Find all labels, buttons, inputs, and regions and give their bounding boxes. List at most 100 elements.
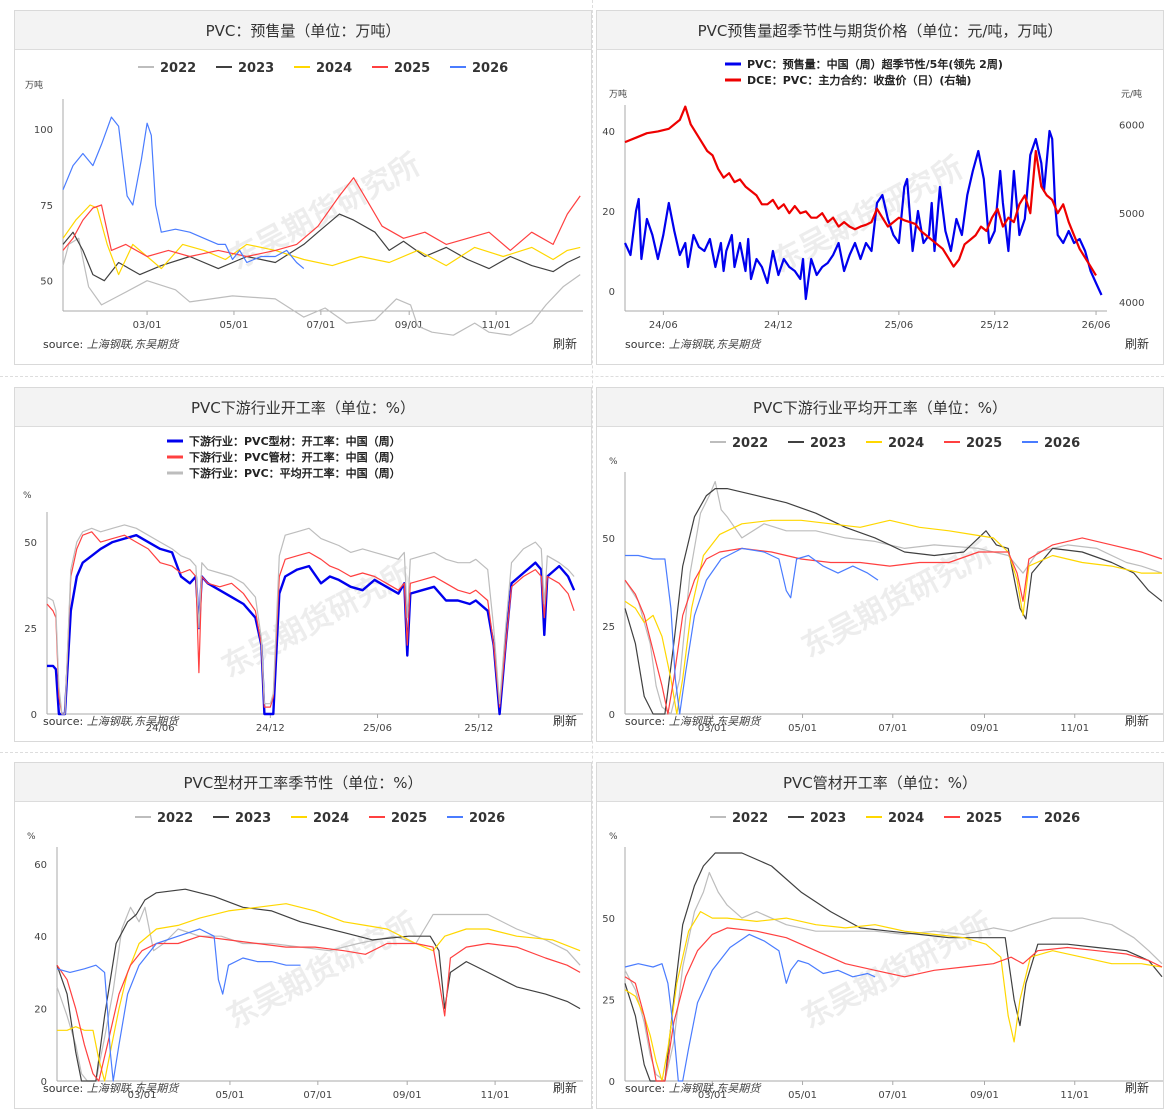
- x-tick-label: 24/06: [146, 723, 175, 734]
- series-line: [62, 204, 581, 276]
- x-tick-label: 09/01: [393, 1090, 422, 1101]
- chart-title: PVC型材开工率季节性（单位：%）: [15, 763, 591, 802]
- chart-panel: PVC型材开工率季节性（单位：%） % 0 20 40 60 03/01 05/01 07/0…: [14, 762, 592, 1109]
- chart-svg: 万吨 元/吨 0 20 40 4000 5000 6000 24/06 24/12 25/06 25/…: [602, 57, 1144, 331]
- y-tick-label: 0: [41, 1077, 47, 1088]
- y-tick-label-right: 5000: [1119, 209, 1144, 220]
- x-tick-label: 07/01: [306, 320, 335, 331]
- legend-label: 2023: [810, 436, 846, 451]
- x-tick-label: 25/06: [363, 723, 392, 734]
- series-line: [56, 906, 581, 1082]
- legend-label: 下游行业：PVC管材：开工率：中国（周）: [189, 450, 401, 464]
- y-tick-label: 0: [609, 287, 615, 298]
- x-tick-label: 05/01: [788, 1090, 817, 1101]
- series-line: [624, 911, 1163, 1082]
- x-tick-label: 05/01: [220, 320, 249, 331]
- chart-panel: PVC管材开工率（单位：%） % 0 25 50 03/01 05/01 07/01 09/0…: [596, 762, 1164, 1109]
- x-tick-label: 07/01: [303, 1090, 332, 1101]
- x-tick-label: 24/12: [256, 723, 285, 734]
- chart-svg: % 0 20 40 60 03/01 05/01 07/01 09/01 11/01 东吴期货研究所…: [27, 811, 583, 1101]
- legend-label: 2025: [391, 811, 427, 826]
- y-tick-label: 40: [34, 932, 47, 943]
- y-tick-label: 0: [609, 710, 615, 721]
- chart-title: PVC下游行业平均开工率（单位：%）: [597, 388, 1163, 427]
- refresh-button[interactable]: 刷新: [1124, 1081, 1149, 1095]
- x-tick-label: 11/01: [1060, 1090, 1089, 1101]
- grid-divider: [0, 376, 1164, 377]
- chart-panel: PVC下游行业开工率（单位：%） % 0 25 50 24/06 24/12 25/06 25…: [14, 387, 592, 742]
- x-tick-label: 25/12: [464, 723, 493, 734]
- x-tick-label: 05/01: [216, 1090, 245, 1101]
- source-note: source: 上海钢联,东吴期货: [625, 715, 761, 728]
- y-axis-unit: %: [27, 832, 36, 842]
- x-tick-label: 26/06: [1082, 320, 1111, 331]
- source-note: source: 上海钢联,东吴期货: [625, 1082, 761, 1095]
- y-tick-label-right: 6000: [1119, 120, 1144, 131]
- refresh-button[interactable]: 刷新: [552, 337, 577, 351]
- chart-title: PVC管材开工率（单位：%）: [597, 763, 1163, 802]
- y-tick-label: 25: [24, 624, 37, 635]
- legend-label: 2024: [888, 811, 924, 826]
- x-tick-label: 25/12: [980, 320, 1009, 331]
- series-line: [62, 116, 305, 270]
- legend-label: 2024: [316, 61, 352, 76]
- series-line: [56, 888, 581, 1082]
- x-tick-label: 25/06: [884, 320, 913, 331]
- y-axis-unit: 万吨: [609, 88, 627, 100]
- refresh-button[interactable]: 刷新: [1124, 337, 1149, 351]
- legend-label: 2024: [888, 436, 924, 451]
- legend-label: 下游行业：PVC：平均开工率：中国（周）: [189, 466, 401, 480]
- watermark: 东吴期货研究所: [216, 555, 418, 684]
- series-line: [625, 547, 879, 715]
- y-axis-unit: %: [23, 491, 32, 501]
- legend-label: 2023: [810, 811, 846, 826]
- chart-title: PVC下游行业开工率（单位：%）: [15, 388, 591, 427]
- series-line: [62, 237, 581, 336]
- refresh-button[interactable]: 刷新: [552, 1081, 577, 1095]
- source-note: source: 上海钢联,东吴期货: [43, 338, 179, 351]
- refresh-button[interactable]: 刷新: [552, 714, 577, 728]
- series-line: [56, 928, 301, 1082]
- y-axis-unit: 万吨: [25, 79, 43, 91]
- chart-svg: % 0 25 50 24/06 24/12 25/06 25/12 东吴期货研究所 下游行业：PV…: [23, 434, 583, 734]
- legend-label: 2026: [472, 61, 508, 76]
- legend-label: 2026: [1044, 436, 1080, 451]
- legend-label: 2026: [1044, 811, 1080, 826]
- watermark: 东吴期货研究所: [767, 150, 969, 279]
- x-tick-label: 11/01: [482, 320, 511, 331]
- legend-label: 2026: [469, 811, 505, 826]
- y-tick-label: 50: [24, 538, 37, 549]
- y-axis-unit-right: 元/吨: [1121, 88, 1142, 100]
- x-tick-label: 03/01: [698, 1090, 727, 1101]
- series-line: [624, 927, 1163, 1082]
- y-tick-label: 100: [34, 125, 53, 136]
- legend-label: 2022: [732, 811, 768, 826]
- legend-label: 下游行业：PVC型材：开工率：中国（周）: [189, 434, 401, 448]
- chart-panel: PVC预售量超季节性与期货价格（单位：元/吨，万吨） 万吨 元/吨 0 20 40 400…: [596, 10, 1164, 365]
- legend-label: 2023: [238, 61, 274, 76]
- refresh-button[interactable]: 刷新: [1124, 714, 1149, 728]
- y-axis-unit: %: [609, 457, 618, 467]
- x-tick-label: 09/01: [395, 320, 424, 331]
- series-line: [46, 524, 575, 715]
- series-line: [624, 519, 1162, 715]
- y-tick-label: 20: [602, 207, 615, 218]
- x-tick-label: 03/01: [128, 1090, 157, 1101]
- x-tick-label: 07/01: [878, 1090, 907, 1101]
- x-tick-label: 11/01: [1060, 723, 1089, 734]
- legend-label: 2022: [732, 436, 768, 451]
- legend-label: PVC：预售量：中国（周）超季节性/5年(领先 2周): [747, 57, 1003, 71]
- grid-divider: [592, 0, 593, 1109]
- legend-label: 2022: [160, 61, 196, 76]
- legend-label: 2025: [394, 61, 430, 76]
- y-tick-label: 40: [602, 127, 615, 138]
- series-line: [62, 213, 581, 282]
- x-tick-label: 24/06: [649, 320, 678, 331]
- series-line: [62, 177, 581, 258]
- watermark: 东吴期货研究所: [221, 906, 423, 1035]
- legend-label: 2024: [313, 811, 349, 826]
- grid-divider: [0, 752, 1164, 753]
- chart-svg: 万吨 50 75 100 03/01 05/01 07/01 09/01 11/01 东吴期货研究…: [25, 61, 583, 336]
- chart-title: PVC预售量超季节性与期货价格（单位：元/吨，万吨）: [597, 11, 1163, 50]
